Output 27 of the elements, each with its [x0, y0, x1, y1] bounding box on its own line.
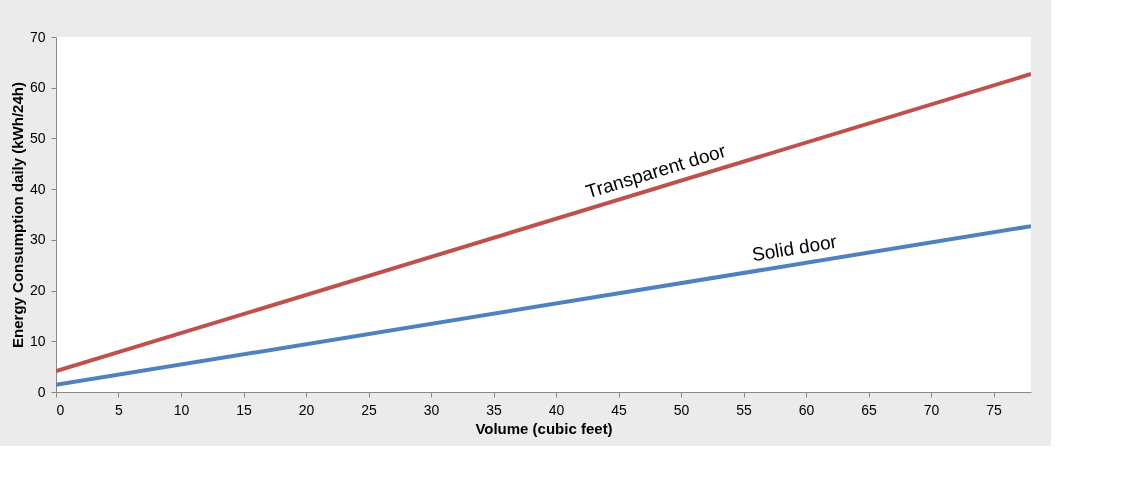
x-tick-label: 70	[923, 401, 940, 418]
y-tick-label: 40	[29, 180, 46, 197]
y-tick-label: 30	[29, 231, 46, 248]
y-tick-label: 20	[29, 282, 46, 299]
x-tick-label: 40	[548, 401, 565, 418]
x-tick-label: 60	[798, 401, 815, 418]
x-axis-title: Volume (cubic feet)	[475, 419, 613, 437]
y-tick-label: 50	[29, 129, 46, 146]
y-axis-title: Energy Consumption daily (kWh/24h)	[8, 82, 26, 348]
y-tick-label: 10	[29, 332, 46, 349]
x-tick-label: 10	[173, 401, 190, 418]
x-tick-label: 5	[115, 401, 124, 418]
x-tick-label: 50	[673, 401, 690, 418]
x-tick-label: 65	[861, 401, 877, 418]
y-tick-label: 60	[29, 79, 46, 96]
y-tick-label: 70	[29, 28, 46, 45]
x-tick-label: 75	[986, 401, 1002, 418]
x-tick-label: 30	[423, 401, 440, 418]
x-tick-label: 55	[736, 401, 752, 418]
x-tick-label: 0	[56, 401, 65, 418]
x-tick-label: 15	[236, 401, 252, 418]
x-tick-label: 45	[611, 401, 627, 418]
x-tick-label: 20	[298, 401, 315, 418]
x-tick-label: 35	[486, 401, 502, 418]
y-tick-label: 0	[37, 383, 46, 400]
x-tick-label: 25	[361, 401, 377, 418]
text: Solid door	[750, 230, 839, 266]
